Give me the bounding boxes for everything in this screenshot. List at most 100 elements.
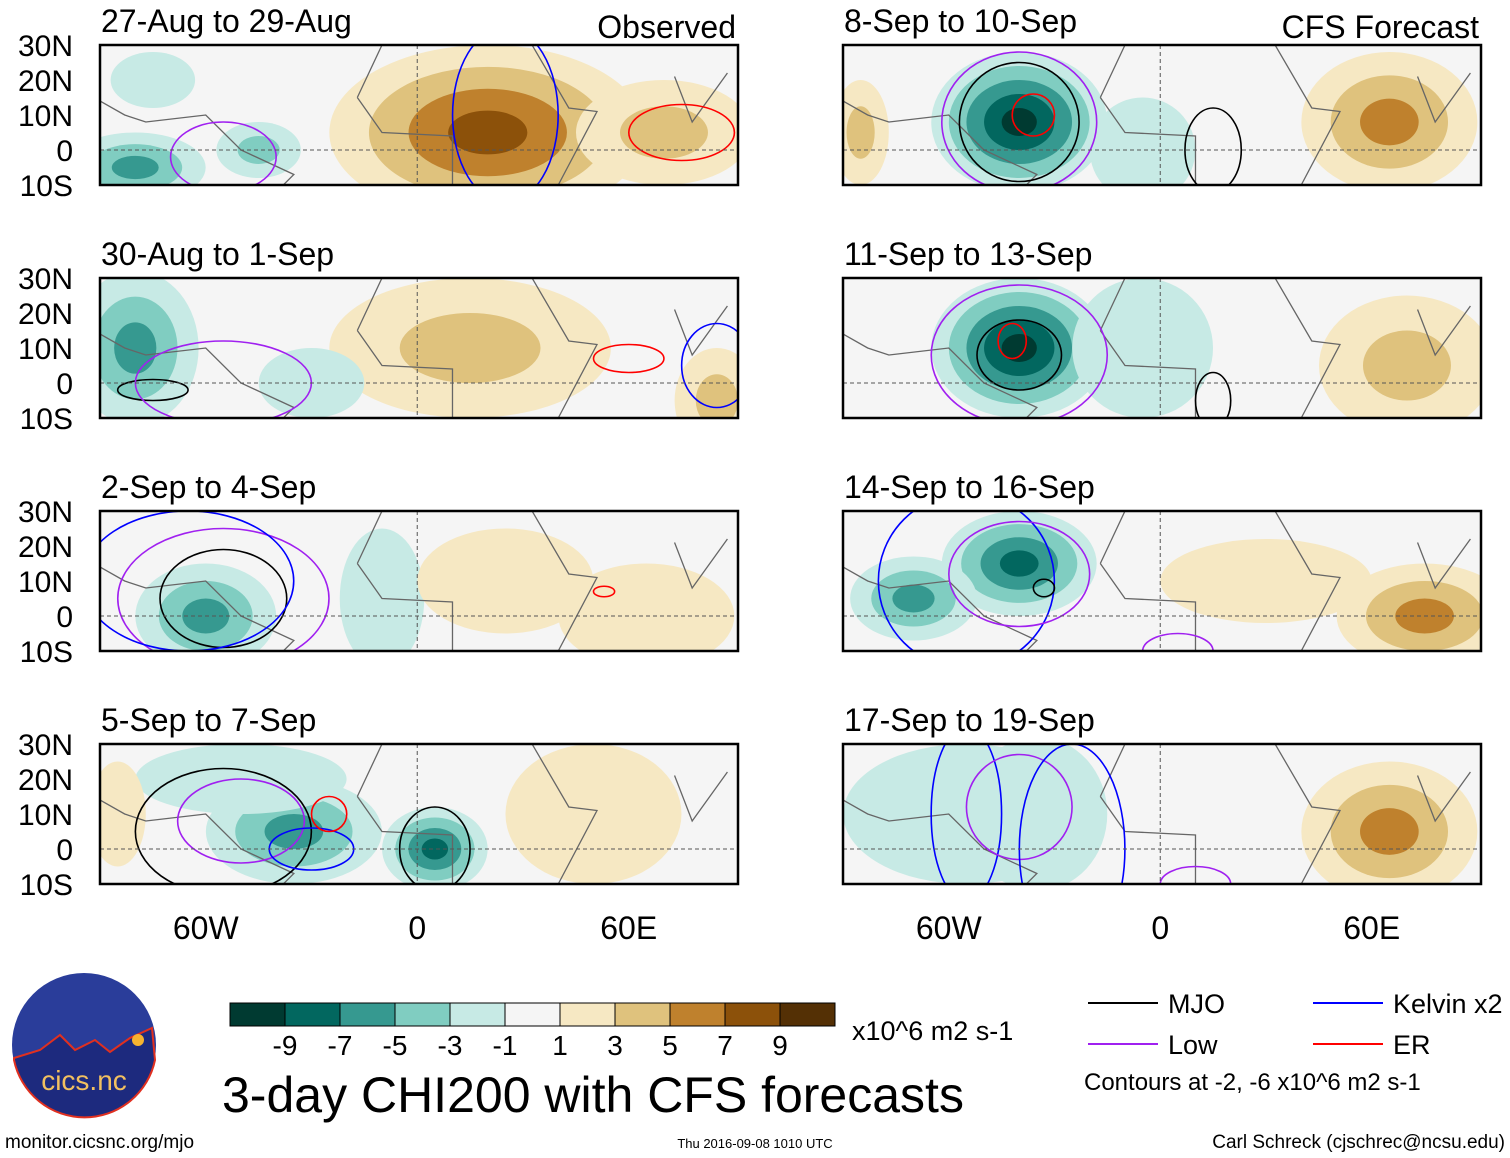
map-panel: 11-Sep to 13-Sep bbox=[841, 236, 1483, 420]
lat-tick-label: 10S bbox=[20, 170, 73, 203]
lat-tick-label: 10S bbox=[20, 403, 73, 436]
colorbar-tick-label: 1 bbox=[552, 1030, 568, 1061]
anomaly-region bbox=[1072, 278, 1214, 418]
lon-tick-label: 60W bbox=[173, 910, 240, 946]
lat-tick-label: 20N bbox=[18, 298, 73, 331]
anomaly-region bbox=[1160, 539, 1372, 623]
wave-contour bbox=[1141, 632, 1214, 651]
lon-tick-label: 60E bbox=[600, 910, 657, 946]
coastlines bbox=[100, 278, 728, 418]
anomaly-region bbox=[111, 155, 159, 180]
anomaly-region bbox=[339, 528, 425, 651]
colorbar-swatch bbox=[504, 1002, 561, 1027]
legend-label: MJO bbox=[1168, 989, 1225, 1019]
wave-contour bbox=[976, 319, 1063, 391]
anomaly-region bbox=[448, 110, 528, 155]
lat-tick-label: 10N bbox=[18, 100, 73, 133]
wave-contour bbox=[930, 744, 1003, 884]
wave-contour bbox=[628, 103, 736, 162]
panel-title: 8-Sep to 10-Sep bbox=[844, 3, 1077, 39]
panel-frame bbox=[841, 43, 1483, 187]
wave-contour bbox=[997, 322, 1028, 360]
panel-title: 30-Aug to 1-Sep bbox=[101, 236, 334, 272]
colorbar-swatch bbox=[779, 1002, 836, 1027]
anomaly-region bbox=[237, 136, 280, 164]
panel-frame bbox=[841, 276, 1483, 420]
wave-contour bbox=[116, 378, 189, 402]
anomaly-region bbox=[558, 563, 735, 651]
anomaly-region bbox=[846, 106, 875, 159]
wave-contour bbox=[100, 511, 295, 651]
anomaly-region bbox=[505, 744, 682, 884]
map-panel: 8-Sep to 10-Sep CFS Forecast bbox=[841, 3, 1483, 187]
wave-contour bbox=[1194, 371, 1232, 418]
lat-tick-label: 30N bbox=[18, 496, 73, 529]
footer-url[interactable]: monitor.cicsnc.org/mjo bbox=[5, 1132, 194, 1153]
colorbar-tick-label: 5 bbox=[662, 1030, 678, 1061]
lon-tick-label: 0 bbox=[408, 910, 426, 946]
lat-tick-label: 10S bbox=[20, 869, 73, 902]
wave-contour bbox=[1184, 107, 1243, 185]
anomaly-region bbox=[264, 814, 324, 849]
coastlines bbox=[100, 511, 728, 651]
anomaly-region bbox=[1001, 108, 1037, 136]
colorbar-swatch bbox=[449, 1002, 506, 1027]
colorbar-tick-label: 7 bbox=[717, 1030, 733, 1061]
coastlines bbox=[843, 744, 1471, 884]
coastlines bbox=[100, 45, 728, 185]
coastlines bbox=[843, 511, 1471, 651]
wave-contour bbox=[948, 520, 1091, 628]
wave-contour bbox=[592, 585, 616, 598]
wave-contour bbox=[398, 806, 471, 884]
panel-title: 2-Sep to 4-Sep bbox=[101, 469, 316, 505]
wave-contour bbox=[877, 511, 1056, 651]
colorbar-tick-label: -9 bbox=[273, 1030, 298, 1061]
wave-contour bbox=[1032, 578, 1056, 598]
colorbar-swatch bbox=[614, 1002, 671, 1027]
anomaly-region bbox=[695, 374, 738, 418]
legend-label: Low bbox=[1168, 1030, 1218, 1060]
lat-tick-label: 0 bbox=[56, 834, 73, 867]
colorbar-swatch bbox=[669, 1002, 726, 1027]
lon-tick-label: 0 bbox=[1151, 910, 1169, 946]
map-panel: 14-Sep to 16-Sep bbox=[841, 469, 1483, 653]
coastlines bbox=[100, 744, 728, 884]
colorbar-swatch bbox=[559, 1002, 616, 1027]
footer-author: Carl Schreck (cjschrec@ncsu.edu) bbox=[1212, 1132, 1505, 1153]
panel-title: 5-Sep to 7-Sep bbox=[101, 702, 316, 738]
anomaly-region bbox=[417, 528, 594, 634]
anomaly-region bbox=[399, 313, 541, 383]
footer-timestamp: Thu 2016-09-08 1010 UTC bbox=[677, 1136, 832, 1151]
anomaly-region bbox=[892, 584, 935, 613]
lat-tick-label: 20N bbox=[18, 764, 73, 797]
colorbar: -9 -7 -5 -3 -1 1 3 5 7 9 bbox=[229, 1002, 836, 1061]
wave-contour bbox=[134, 767, 313, 884]
anomaly-region bbox=[999, 550, 1039, 577]
anomaly-region bbox=[1360, 98, 1419, 146]
colorbar-swatch bbox=[229, 1002, 286, 1027]
wave-contour bbox=[930, 284, 1109, 418]
colorbar-tick-label: 3 bbox=[607, 1030, 623, 1061]
legend-label: Kelvin x2 bbox=[1393, 989, 1503, 1019]
colorbar-swatch bbox=[284, 1002, 341, 1027]
lat-tick-label: 30N bbox=[18, 263, 73, 296]
cics-logo: cics.nc bbox=[12, 973, 157, 1119]
anomaly-region bbox=[1001, 334, 1037, 362]
colorbar-units: x10^6 m2 s-1 bbox=[852, 1016, 1013, 1046]
lat-tick-label: 20N bbox=[18, 531, 73, 564]
legend: MJO Kelvin x2 Low ER bbox=[1088, 989, 1503, 1060]
panel-frame bbox=[98, 276, 740, 420]
lat-tick-label: 10N bbox=[18, 333, 73, 366]
anomaly-region bbox=[110, 52, 196, 108]
legend-label: ER bbox=[1393, 1030, 1431, 1060]
lat-tick-label: 10S bbox=[20, 636, 73, 669]
colorbar-tick-label: -7 bbox=[328, 1030, 353, 1061]
colorbar-tick-label: 9 bbox=[772, 1030, 788, 1061]
colorbar-swatch bbox=[394, 1002, 451, 1027]
wave-contour bbox=[941, 51, 1098, 185]
lon-tick-label: 60E bbox=[1343, 910, 1400, 946]
